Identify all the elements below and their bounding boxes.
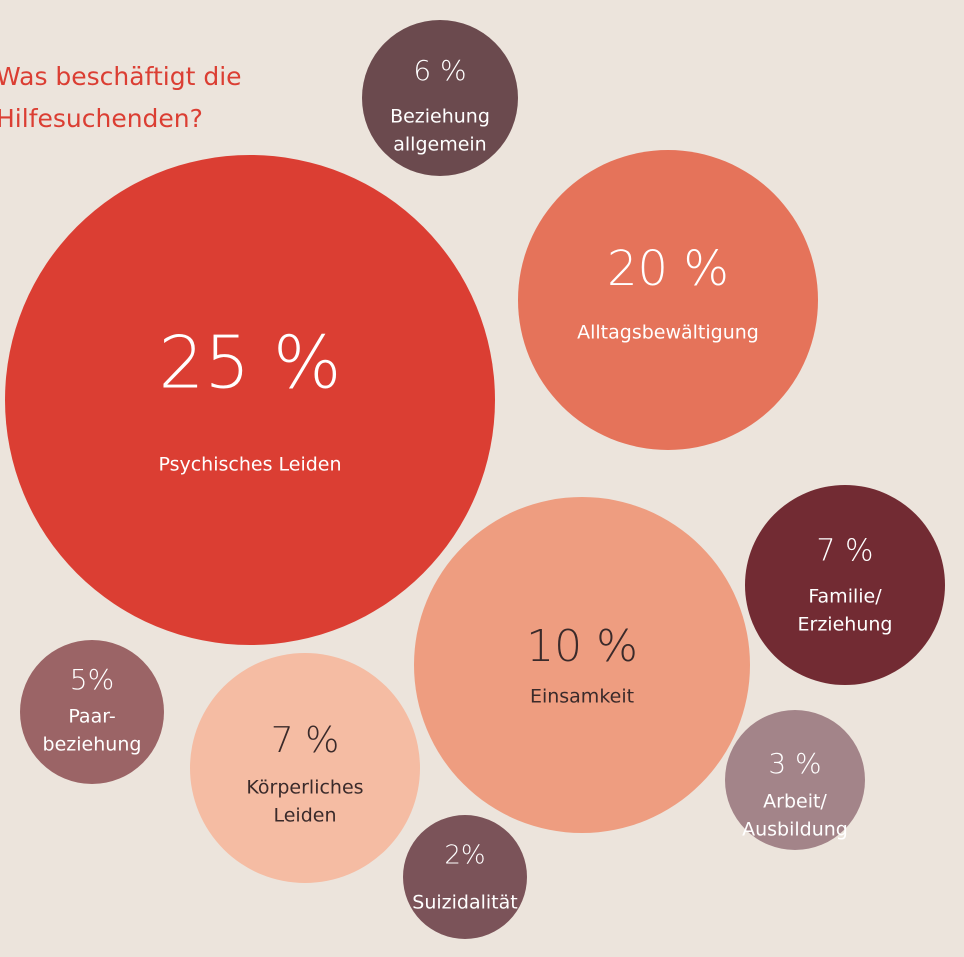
category-label: Paar-: [68, 706, 115, 728]
category-label: Psychisches Leiden: [158, 454, 341, 476]
bubble: [362, 20, 518, 176]
bubble: [20, 640, 164, 784]
bubble: [5, 155, 495, 645]
category-label: Körperliches: [246, 777, 363, 799]
bubble: [190, 653, 420, 883]
bubble: [403, 815, 527, 939]
value-label: 7 %: [816, 534, 873, 569]
bubble: [745, 485, 945, 685]
value-label: 3 %: [768, 747, 821, 780]
value-label: 2%: [444, 841, 485, 871]
value-label: 7 %: [271, 720, 340, 761]
category-label: Alltagsbewältigung: [577, 322, 759, 344]
category-label: Beziehung: [390, 106, 490, 128]
category-label: allgemein: [393, 134, 486, 156]
value-label: 25 %: [159, 321, 342, 405]
bubble: [518, 150, 818, 450]
category-label: Einsamkeit: [530, 686, 634, 708]
value-label: 6 %: [413, 54, 466, 87]
value-label: 10 %: [526, 621, 638, 672]
value-label: 20 %: [607, 241, 729, 297]
category-label: Suizidalität: [412, 892, 517, 914]
category-label: Familie/: [808, 586, 882, 608]
category-label: Ausbildung: [742, 819, 848, 841]
chart-title: Was beschäftigt die: [0, 62, 242, 91]
bubble: [414, 497, 750, 833]
bubble: [725, 710, 865, 850]
chart-title: Hilfesuchenden?: [0, 104, 203, 133]
category-label: Erziehung: [798, 614, 893, 636]
category-label: beziehung: [43, 734, 142, 756]
category-label: Arbeit/: [763, 791, 827, 813]
category-label: Leiden: [273, 805, 336, 827]
value-label: 5%: [70, 663, 114, 696]
